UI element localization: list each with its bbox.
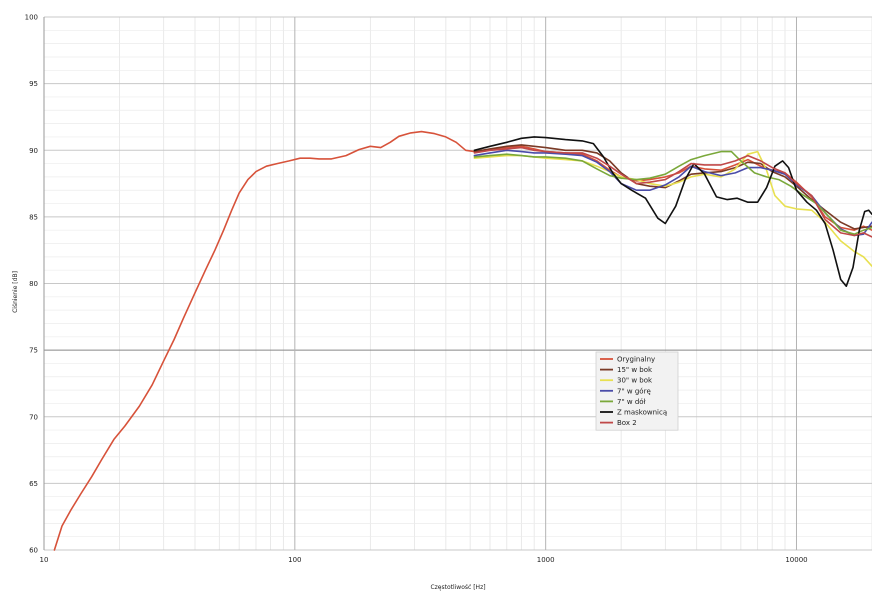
series-line — [473, 150, 872, 267]
y-tick-label: 95 — [29, 80, 38, 88]
y-axis-title: Ciśnienie [dB] — [12, 271, 19, 313]
major-grid — [43, 16, 872, 551]
legend-label: 7" w górę — [617, 387, 651, 395]
y-tick-label: 75 — [29, 347, 38, 355]
x-tick-label: 1000 — [537, 556, 555, 564]
legend-label: Z maskownicą — [617, 409, 667, 417]
y-tick-label: 80 — [29, 280, 38, 288]
x-tick-label: 100 — [288, 556, 301, 564]
y-tick-label: 70 — [29, 413, 38, 421]
series-line — [53, 130, 872, 551]
series-line — [473, 146, 872, 238]
x-tick-labels: 10 100 1000 10000 — [40, 556, 808, 564]
legend-label: 7" w dół — [617, 398, 646, 406]
x-tick-label: 10 — [40, 556, 49, 564]
legend-label: Oryginalny — [617, 356, 655, 364]
y-tick-label: 90 — [29, 147, 38, 155]
y-tick-label: 85 — [29, 213, 38, 221]
y-tick-label: 60 — [29, 547, 38, 555]
x-tick-label: 10000 — [785, 556, 807, 564]
y-tick-labels: 60 65 70 75 80 85 90 95 100 — [25, 14, 38, 555]
y-tick-label: 65 — [29, 480, 38, 488]
y-tick-label: 100 — [25, 14, 38, 22]
legend-label: Box 2 — [617, 419, 637, 427]
legend-label: 30" w bok — [617, 377, 653, 385]
series-lines — [53, 130, 872, 551]
x-axis-title: Częstotliwość [Hz] — [430, 584, 485, 591]
legend: Oryginalny 15" w bok 30" w bok 7" w górę 7" … — [595, 351, 679, 431]
series-line — [473, 136, 872, 287]
legend-label: 15" w bok — [617, 366, 653, 374]
